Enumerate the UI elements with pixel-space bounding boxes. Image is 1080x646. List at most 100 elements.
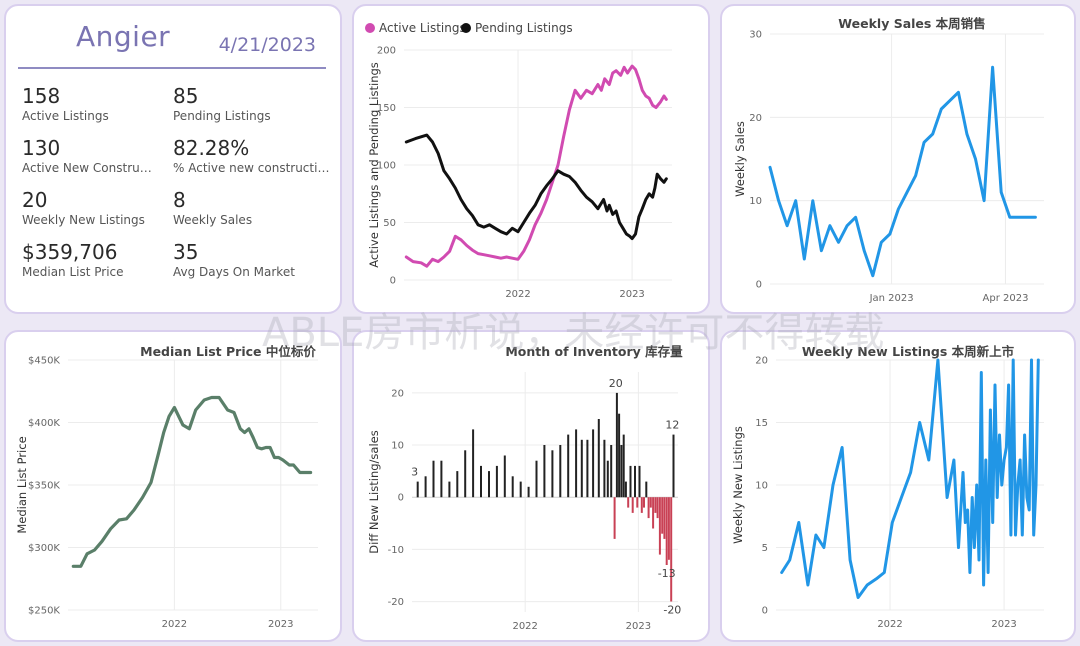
bar: [667, 497, 670, 560]
kpi-label: Median List Price: [22, 265, 124, 279]
bar: [661, 497, 664, 534]
series-line: [768, 65, 1037, 278]
y-tick-label: 20: [755, 356, 768, 367]
bar: [615, 392, 618, 498]
bar: [488, 471, 490, 498]
bar: [472, 429, 475, 498]
kpi-value: $359,706: [22, 240, 118, 264]
data-label: 20: [609, 377, 623, 390]
bar: [606, 460, 609, 498]
bar: [647, 497, 650, 519]
x-tick-label: 2022: [162, 619, 187, 630]
bar: [503, 455, 506, 498]
y-tick-label: 10: [755, 481, 768, 492]
y-tick-label: 200: [377, 46, 396, 57]
bar: [519, 481, 522, 498]
bar: [631, 497, 634, 513]
kpi-label: Pending Listings: [173, 109, 271, 123]
y-tick-label: 0: [390, 276, 396, 287]
chart-title: Median List Price 中位标价: [140, 344, 316, 359]
bar: [440, 460, 443, 498]
y-tick-label: 0: [762, 606, 768, 617]
bar: [656, 497, 659, 519]
kpi-label: % Active new constructions: [173, 161, 333, 175]
x-tick-label: 2023: [991, 619, 1016, 630]
bar: [580, 439, 583, 498]
bar: [672, 434, 675, 498]
y-tick-label: 30: [749, 30, 762, 41]
bar: [654, 497, 657, 513]
bar: [432, 460, 435, 498]
bar: [543, 445, 546, 498]
x-tick-label: Apr 2023: [983, 293, 1029, 304]
x-tick-label: 2022: [877, 619, 902, 630]
kpi-panel: Angier 4/21/2023 158 Active Listings 85 …: [4, 4, 342, 314]
month-of-inventory-panel: Month of Inventory 库存量 -20 -10 0 10 20 2022 202…: [352, 330, 710, 642]
bar: [610, 445, 613, 498]
data-label: -13: [658, 567, 676, 580]
data-label: -20: [663, 604, 681, 617]
kpi-label: Weekly New Listings: [22, 213, 145, 227]
bar: [586, 439, 589, 498]
y-tick-label: $250K: [28, 606, 60, 617]
bar: [535, 460, 538, 498]
active-pending-chart: 0 50 100 150 200 2022 2023 Active Listings and …: [365, 21, 672, 300]
y-tick-label: 20: [749, 113, 762, 124]
series-line: [404, 64, 668, 268]
y-tick-label: 10: [749, 196, 762, 207]
bar: [464, 450, 467, 498]
series-line: [71, 395, 313, 568]
bar: [620, 445, 623, 498]
series-line: [780, 358, 1040, 599]
kpi-pct-active-new-constructions: 82.28% % Active new constructions: [173, 136, 333, 176]
kpi-label: Active Listings: [22, 109, 109, 123]
bar: [416, 481, 419, 498]
y-tick-label: 150: [377, 103, 396, 114]
y-tick-label: -10: [388, 545, 404, 556]
bar: [551, 450, 554, 498]
bar: [636, 497, 639, 508]
kpi-pending-listings: 85 Pending Listings: [173, 84, 333, 124]
bar: [649, 497, 652, 508]
bar: [603, 439, 606, 498]
kpi-label: Avg Days On Market: [173, 265, 295, 279]
bar: [627, 497, 630, 508]
chart-title: Weekly New Listings 本周新上市: [802, 344, 1015, 359]
bar: [527, 486, 530, 498]
bar: [638, 465, 641, 498]
bar: [456, 471, 459, 498]
y-axis-label: Weekly New Listings: [731, 426, 745, 544]
kpi-label: Active New Constructions: [22, 161, 156, 175]
x-tick-label: 2023: [626, 621, 651, 632]
y-axis-label: Weekly Sales: [733, 121, 747, 197]
bar: [618, 413, 621, 498]
bar: [592, 429, 595, 498]
bar: [652, 497, 655, 529]
bar: [613, 497, 616, 539]
y-axis-label: Active Listings and Pending Listings: [367, 62, 381, 268]
kpi-active-new-constructions: 130 Active New Constructions: [22, 136, 156, 176]
y-axis-label: Median List Price: [15, 436, 29, 533]
report-date: 4/21/2023: [218, 34, 316, 56]
y-tick-label: 15: [755, 418, 768, 429]
x-tick-label: 2022: [505, 289, 530, 300]
median-price-panel: Median List Price 中位标价 $250K $300K $350K $40…: [4, 330, 342, 642]
x-tick-label: 2023: [268, 619, 293, 630]
x-tick-label: Jan 2023: [869, 293, 914, 304]
y-tick-label: 0: [398, 493, 404, 504]
legend-label: Active Listings: [379, 21, 466, 35]
legend-marker: [365, 23, 375, 33]
kpi-weekly-new-listings: 20 Weekly New Listings: [22, 188, 182, 228]
chart-title: Weekly Sales 本周销售: [838, 16, 985, 31]
weekly-new-listings-chart: Weekly New Listings 本周新上市 0 5 10 15 20 2022 202…: [731, 344, 1044, 630]
kpi-avg-days-on-market: 35 Avg Days On Market: [173, 240, 333, 280]
y-tick-label: $400K: [28, 418, 60, 429]
series-line: [404, 133, 668, 241]
weekly-new-listings-panel: Weekly New Listings 本周新上市 0 5 10 15 20 2022 202…: [720, 330, 1076, 642]
y-tick-label: -20: [388, 597, 404, 608]
bar: [448, 481, 451, 498]
bar: [665, 497, 668, 565]
kpi-value: 130: [22, 136, 61, 160]
y-tick-label: 0: [756, 280, 762, 291]
